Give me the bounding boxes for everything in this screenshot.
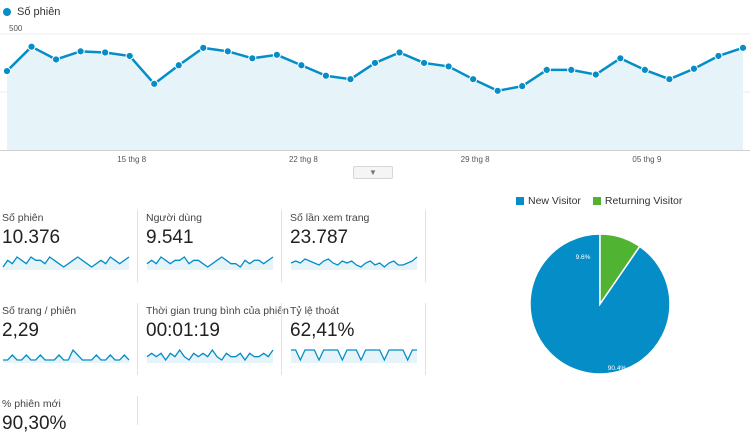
data-point[interactable]	[665, 75, 674, 84]
data-point[interactable]	[51, 55, 61, 64]
metric-value: 10.376	[2, 227, 61, 248]
data-point[interactable]	[370, 58, 380, 68]
sparkline-area	[3, 350, 129, 363]
data-point[interactable]	[591, 70, 600, 79]
data-point[interactable]	[297, 61, 306, 70]
metric-bounce-rate[interactable]: Tỷ lệ thoát 62,41%	[290, 305, 426, 363]
divider	[137, 303, 138, 375]
pie-slice-returning-visitor[interactable]	[599, 233, 641, 307]
metric-value: 90,30%	[2, 413, 67, 434]
visitor-type-pie-chart[interactable]: 90.4% 9.6%	[525, 218, 675, 393]
legend-text: Returning Visitor	[604, 195, 683, 207]
data-point[interactable]	[469, 75, 478, 84]
data-point[interactable]	[738, 43, 748, 52]
metric-label: Số lần xem trang	[290, 212, 370, 224]
metric-value: 62,41%	[290, 320, 355, 341]
sparkline-line	[146, 256, 274, 268]
legend-label: Số phiên	[17, 6, 61, 18]
metric-value: 9.541	[146, 227, 194, 248]
metric-label: Tỷ lệ thoát	[290, 305, 340, 317]
metric-value: 2,29	[2, 320, 39, 341]
data-point[interactable]	[395, 48, 404, 57]
pie-data-label: 90.4%	[608, 365, 627, 372]
data-point[interactable]	[223, 47, 232, 56]
data-point[interactable]	[272, 50, 281, 59]
legend-item-new-visitor[interactable]: New Visitor	[516, 195, 581, 207]
sparkline-area	[147, 257, 273, 270]
sparkline-line	[291, 349, 417, 362]
data-point[interactable]	[518, 82, 527, 91]
swatch-icon	[592, 197, 601, 205]
divider	[281, 303, 282, 375]
divider	[425, 210, 426, 282]
x-tick-label: 05 thg 9	[632, 155, 661, 164]
metric-sparkline	[291, 349, 417, 363]
divider	[425, 303, 426, 375]
data-point[interactable]	[248, 54, 257, 63]
series-color-dot	[3, 8, 11, 16]
sparkline-line	[290, 256, 418, 268]
divider	[281, 210, 282, 282]
collapse-chart-handle[interactable]: ▼	[353, 166, 393, 179]
metric-label: Thời gian trung bình của phiên	[146, 305, 289, 317]
data-point[interactable]	[2, 66, 12, 76]
data-point[interactable]	[27, 42, 36, 51]
y-tick-label: 500	[9, 24, 23, 33]
sessions-line-chart[interactable]: 50025015 thg 822 thg 829 thg 805 thg 9	[0, 20, 750, 166]
metric-label: Số phiên	[2, 212, 44, 224]
swatch-icon	[516, 197, 524, 205]
sparkline-line	[146, 348, 274, 362]
legend-text: New Visitor	[528, 195, 581, 207]
metric-pages-per-session[interactable]: Số trang / phiên 2,29	[2, 305, 138, 363]
sparkline-line	[2, 256, 130, 268]
data-point[interactable]	[616, 54, 625, 63]
metric-sparkline	[290, 256, 418, 270]
metric-sparkline	[2, 256, 130, 270]
metric-avg-session-duration[interactable]: Thời gian trung bình của phiên 00:01:19	[146, 305, 289, 363]
data-point[interactable]	[689, 64, 699, 73]
data-point[interactable]	[419, 58, 429, 68]
sparkline-area	[147, 350, 273, 363]
metric-value: 00:01:19	[146, 320, 220, 341]
sparkline-area	[3, 257, 129, 270]
legend-item-returning-visitor[interactable]: Returning Visitor	[592, 195, 683, 207]
data-point[interactable]	[199, 43, 208, 52]
x-tick-label: 22 thg 8	[289, 155, 318, 164]
chevron-down-icon: ▼	[369, 167, 377, 177]
sparkline-line	[3, 348, 130, 361]
data-point[interactable]	[125, 51, 134, 61]
data-point[interactable]	[444, 62, 453, 71]
data-point[interactable]	[321, 71, 331, 80]
x-tick-label: 29 thg 8	[461, 155, 490, 164]
pie-legend: New Visitor Returning Visitor	[516, 195, 682, 207]
data-point[interactable]	[640, 65, 649, 75]
metric-sparkline	[146, 256, 274, 270]
data-point[interactable]	[493, 86, 502, 95]
data-point[interactable]	[714, 51, 723, 61]
metric-sparkline	[146, 348, 274, 363]
data-point[interactable]	[174, 61, 183, 70]
metric-sessions[interactable]: Số phiên 10.376	[2, 212, 138, 270]
pie-data-label: 9.6%	[576, 254, 591, 261]
metric-pageviews[interactable]: Số lần xem trang 23.787	[290, 212, 426, 270]
metric-sparkline	[3, 348, 130, 363]
data-point[interactable]	[542, 65, 551, 75]
metric-label: Người dùng	[146, 212, 202, 224]
data-point[interactable]	[76, 47, 85, 56]
data-point[interactable]	[101, 48, 110, 57]
series-area	[7, 46, 743, 150]
metric-label: % phiên mới	[2, 398, 61, 410]
metric-new-sessions-pct[interactable]: % phiên mới 90,30%	[2, 398, 138, 435]
metric-users[interactable]: Người dùng 9.541	[146, 212, 282, 270]
data-point[interactable]	[150, 79, 159, 88]
divider	[137, 396, 138, 425]
chart-legend[interactable]: Số phiên	[3, 6, 60, 18]
metric-label: Số trang / phiên	[2, 305, 77, 317]
divider	[137, 210, 138, 282]
sparkline-area	[291, 350, 417, 363]
data-point[interactable]	[567, 65, 576, 75]
x-tick-label: 15 thg 8	[117, 155, 146, 164]
data-point[interactable]	[346, 75, 355, 84]
metric-value: 23.787	[290, 227, 349, 248]
